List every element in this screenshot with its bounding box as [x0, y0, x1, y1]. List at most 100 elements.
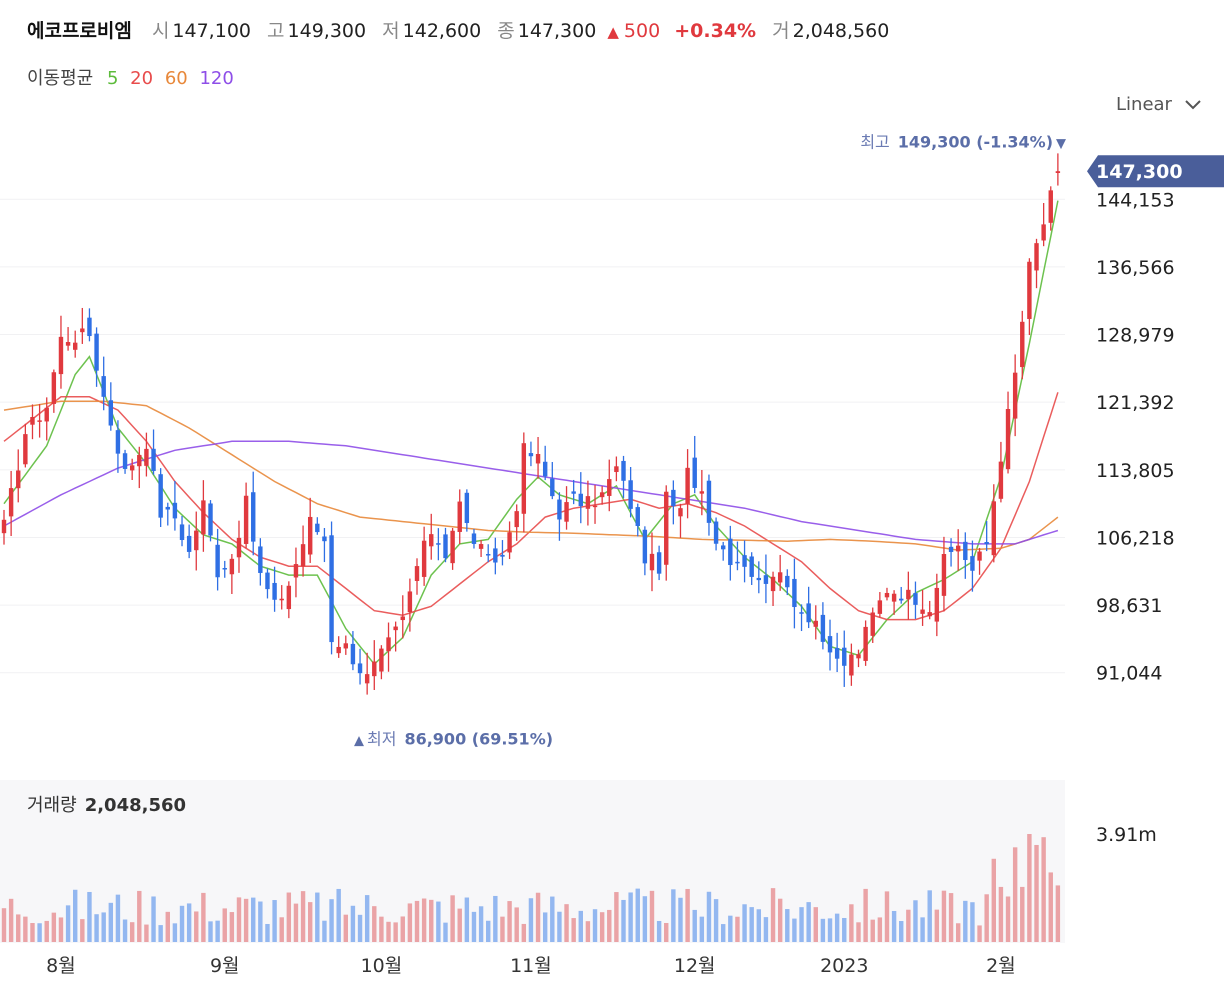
candle: [443, 527, 448, 563]
candle-body: [300, 544, 306, 567]
candle: [343, 635, 349, 655]
candle: [450, 527, 455, 570]
ma-legend[interactable]: 이동평균 5 20 60 120: [27, 68, 234, 89]
volume-bar: [799, 907, 804, 942]
candle: [478, 540, 484, 558]
candle: [201, 480, 206, 552]
volume-bar: [300, 891, 306, 942]
candle: [407, 578, 413, 632]
volume-bar: [500, 916, 505, 942]
candle-body: [628, 480, 633, 509]
candle-body: [984, 542, 989, 545]
chevron-down-icon[interactable]: [1185, 100, 1201, 110]
volume-max-label: 3.91m: [1096, 824, 1157, 846]
candle: [44, 397, 49, 441]
candle: [215, 528, 220, 591]
candle: [685, 449, 690, 519]
ohlc-summary: 에코프로비엠 시 147,100 고 149,300 저 142,600 종 147,3…: [27, 20, 889, 42]
volume-bar: [948, 893, 954, 942]
candle: [144, 432, 149, 477]
candle: [229, 554, 235, 595]
candle-body: [507, 532, 512, 553]
close-label: 종: [497, 20, 514, 42]
price-tick-label: 121,392: [1096, 392, 1175, 414]
candle: [557, 492, 562, 541]
candle-body: [1055, 171, 1061, 173]
candle: [379, 645, 384, 680]
volume-title-value: 2,048,560: [85, 795, 186, 816]
candle: [642, 526, 648, 576]
volume-bar: [834, 913, 840, 942]
candle-body: [350, 643, 356, 665]
candle: [436, 528, 441, 561]
volume-bar: [785, 909, 790, 942]
candle: [1041, 203, 1046, 247]
candle: [1048, 186, 1053, 231]
candle: [364, 652, 370, 695]
volume-bar: [514, 907, 519, 942]
candle-body: [258, 546, 263, 573]
candle-body: [884, 592, 890, 598]
candle: [728, 525, 733, 581]
time-tick-label: 2023: [820, 955, 868, 977]
volume-bar: [129, 922, 135, 942]
candle: [856, 649, 861, 668]
volume-bar: [1048, 872, 1053, 942]
candle-body: [941, 553, 947, 596]
candle-body: [656, 552, 662, 574]
candle-body: [592, 505, 598, 508]
candle-body: [585, 496, 591, 509]
stock-name: 에코프로비엠: [27, 20, 132, 42]
candle-body: [607, 479, 612, 496]
candle-body: [970, 556, 975, 571]
high-label: 고: [267, 20, 284, 42]
candle-body: [1, 519, 7, 534]
candle: [16, 449, 21, 503]
ma-60-label: 60: [165, 68, 188, 89]
volume-bar: [80, 919, 85, 942]
volume-bar: [621, 899, 626, 942]
volume-bar: [194, 911, 199, 942]
candle: [877, 592, 883, 618]
volume-bar: [400, 916, 405, 942]
candle: [849, 643, 854, 686]
candle: [122, 449, 128, 474]
candle: [129, 458, 135, 480]
volume-bar: [1012, 847, 1018, 942]
candle-body: [336, 646, 341, 654]
volume-bar: [1027, 834, 1032, 942]
candle-body: [478, 544, 484, 549]
candle: [1005, 391, 1011, 474]
candle-body: [1048, 190, 1053, 223]
candle-body: [414, 566, 420, 581]
volume-bar: [706, 891, 712, 942]
volume-bar: [286, 892, 292, 942]
low-annotation: ▲ 최저 86,900 (69.51%): [354, 730, 553, 749]
volume-bar: [678, 897, 683, 942]
candle-body: [73, 342, 78, 350]
volume-bar: [599, 912, 605, 942]
candle-body: [1041, 224, 1046, 241]
volume-bar: [414, 900, 420, 942]
candle: [592, 484, 598, 524]
candle: [614, 456, 619, 482]
candle: [749, 552, 754, 585]
volume-bar: [521, 923, 527, 942]
low-value: 142,600: [403, 20, 482, 42]
candle: [251, 471, 256, 556]
candle: [372, 640, 377, 691]
candle-body: [286, 585, 292, 610]
scale-selector[interactable]: Linear: [1116, 94, 1201, 115]
candle-body: [386, 637, 391, 652]
volume-bar: [307, 902, 313, 942]
candle-body: [899, 598, 904, 601]
volume-bar: [58, 917, 64, 942]
volume-bar: [977, 925, 982, 942]
volume-bar: [528, 898, 534, 942]
candle-body: [16, 470, 21, 489]
volume-bar: [165, 911, 170, 942]
candle: [870, 607, 875, 643]
candle-body: [293, 564, 299, 578]
candle: [756, 561, 762, 594]
candle: [357, 648, 363, 685]
